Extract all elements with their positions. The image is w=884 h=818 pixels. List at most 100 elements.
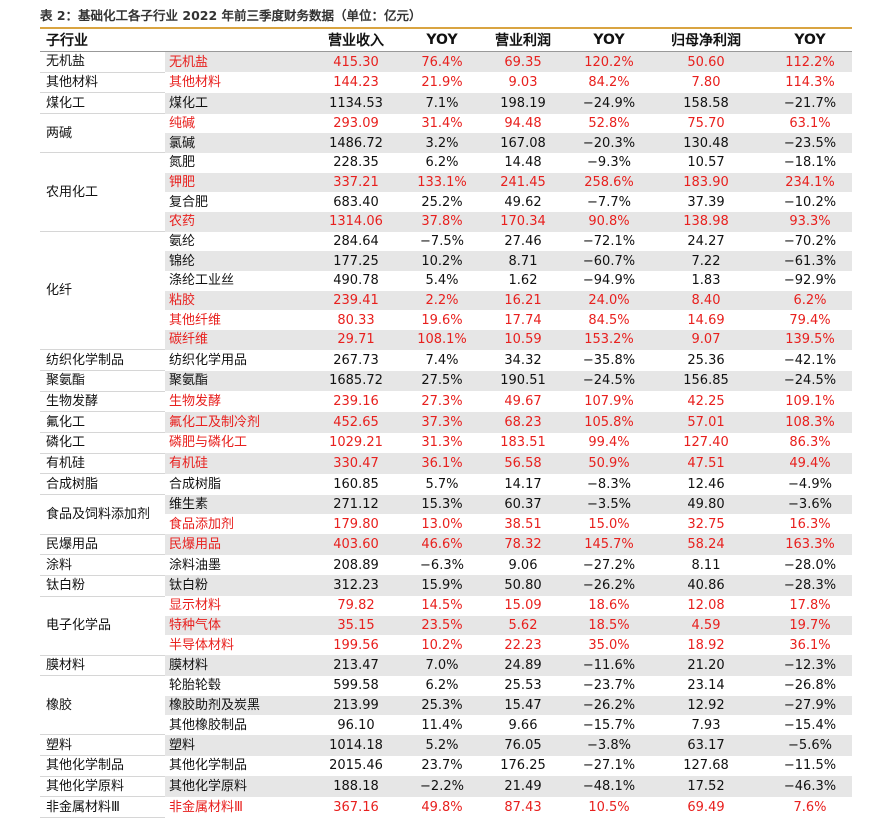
value-cell: 17.52 [644, 776, 768, 797]
value-cell: 133.1% [412, 172, 472, 193]
value-cell: 84.5% [588, 312, 630, 328]
value-cell: 258.6% [574, 172, 644, 193]
value-cell: −27.9% [768, 695, 852, 716]
value-cell: 6.2% [768, 290, 852, 311]
value-cell: 68.23 [472, 411, 574, 433]
table-row: 其他化学制品 其他化学制品 2015.46 23.7% 176.25 −27.1% 127.… [40, 755, 852, 777]
header-cell: 营业利润 [472, 27, 574, 52]
value-cell: 90.8% [574, 212, 644, 232]
value-cell: 76.05 [472, 734, 574, 756]
value-cell: 27.5% [412, 370, 472, 392]
group-cell: 煤化工 [40, 92, 165, 115]
value-cell: 7.0% [412, 655, 472, 676]
sub-industry-cell: 无机盐 [165, 51, 300, 73]
value-cell: 114.3% [785, 75, 835, 91]
value-cell: 239.16 [333, 394, 379, 410]
sub-industry-cell: 半导体材料 [169, 637, 235, 653]
table-row: 氟化工 氟化工及制冷剂 452.65 37.3% 68.23 105.8% 57.01 108… [40, 411, 852, 434]
value-cell: 7.1% [412, 92, 472, 114]
value-cell: −4.9% [788, 476, 832, 492]
sub-industry-cell: 聚氨酯 [165, 370, 300, 392]
table-row: 电子化学品 显示材料 79.82 14.5% 15.09 18.6% 12.08 17.8% [40, 596, 852, 656]
value-cell: 79.4% [789, 312, 831, 328]
value-cell: 50.60 [644, 51, 768, 73]
value-cell: −60.7% [574, 251, 644, 272]
value-cell: 153.2% [574, 330, 644, 350]
value-cell: 25.3% [412, 695, 472, 716]
value-cell: 25.36 [687, 352, 725, 368]
value-cell: 35.15 [300, 615, 412, 636]
group-cell: 化纤 [40, 231, 165, 351]
value-cell: 158.58 [644, 92, 768, 114]
value-cell: 57.01 [644, 411, 768, 433]
value-cell: 239.41 [300, 290, 412, 311]
value-cell: 120.2% [574, 51, 644, 73]
group-cell: 其他化学制品 [40, 755, 165, 777]
value-cell: 2.2% [412, 290, 472, 311]
table-row: 纺织化学制品 纺织化学用品 267.73 7.4% 34.32 −35.8% 25.36 −4… [40, 349, 852, 371]
value-cell: 312.23 [300, 575, 412, 597]
value-cell: 63.17 [644, 734, 768, 756]
value-cell: −20.3% [574, 133, 644, 153]
value-cell: 19.6% [421, 312, 463, 328]
value-cell: 1.83 [691, 273, 721, 289]
value-cell: 9.03 [508, 75, 538, 91]
value-cell: 213.99 [300, 695, 412, 716]
value-cell: 75.70 [687, 115, 725, 131]
value-cell: 7.22 [644, 251, 768, 272]
sub-industry-cell: 氮肥 [169, 155, 196, 171]
table-row: 农药 1314.06 37.8% 170.34 90.8% 138.98 93.3% [40, 212, 852, 232]
table-body: 无机盐 无机盐 415.30 76.4% 69.35 120.2% 50.60 112.2% 其… [40, 51, 852, 818]
table-title: 表 2：基础化工各子行业 2022 年前三季度财务数据（单位：亿元） [40, 8, 422, 23]
value-cell: 3.2% [412, 133, 472, 153]
value-cell: 47.51 [644, 453, 768, 474]
value-cell: −27.1% [582, 758, 636, 774]
value-cell: 139.5% [768, 330, 852, 350]
value-cell: −15.4% [783, 717, 837, 733]
value-cell: 96.10 [337, 717, 375, 733]
value-cell: 50.80 [472, 575, 574, 597]
value-cell: −70.2% [783, 234, 837, 250]
sub-industry-cell: 氨纶 [169, 234, 196, 250]
value-cell: 10.59 [472, 330, 574, 350]
value-cell: 367.16 [333, 799, 379, 815]
value-cell: 10.2% [412, 251, 472, 272]
value-cell: −6.3% [420, 557, 464, 573]
value-cell: 21.9% [421, 75, 463, 91]
value-cell: −11.6% [574, 655, 644, 676]
table-row: 煤化工 煤化工 1134.53 7.1% 198.19 −24.9% 158.58 −21.7… [40, 92, 852, 115]
header-cell: 归母净利润 [644, 27, 768, 52]
value-cell: 167.08 [472, 133, 574, 153]
value-cell: −46.3% [768, 776, 852, 797]
value-cell: 127.40 [683, 435, 729, 451]
group-cell: 非金属材料Ⅲ [40, 796, 165, 818]
sub-industry-cell: 涤纶工业丝 [169, 273, 235, 289]
value-cell: 49.67 [504, 394, 542, 410]
value-cell: 127.68 [683, 758, 729, 774]
table-row: 非金属材料Ⅲ 非金属材料Ⅲ 367.16 49.8% 87.43 10.5% 69.49 7.… [40, 796, 852, 818]
group-cell: 农用化工 [40, 152, 165, 233]
value-cell: −24.5% [768, 370, 852, 392]
value-cell: 1685.72 [300, 370, 412, 392]
value-cell: 12.46 [687, 476, 725, 492]
value-cell: 24.0% [574, 290, 644, 311]
value-cell: −72.1% [582, 234, 636, 250]
value-cell: 452.65 [300, 411, 412, 433]
sub-industry-cell: 磷肥与磷化工 [169, 435, 248, 451]
group-cell: 涂料 [40, 554, 165, 576]
sub-industry-cell: 涂料油墨 [169, 557, 222, 573]
value-cell: 176.25 [500, 758, 546, 774]
group-cell: 其他化学原料 [40, 776, 165, 798]
value-cell: 179.80 [333, 516, 379, 532]
value-cell: 25.53 [504, 678, 542, 694]
value-cell: 37.39 [687, 194, 725, 210]
value-cell: 15.3% [412, 494, 472, 515]
value-cell: 9.06 [508, 557, 538, 573]
sub-industry-cell: 生物发酵 [169, 394, 222, 410]
header-cell: YOY [574, 27, 644, 52]
table-row: 其他纤维 80.33 19.6% 17.74 84.5% 14.69 79.4% [40, 310, 852, 330]
value-cell: 337.21 [300, 172, 412, 193]
value-cell: 293.09 [333, 115, 379, 131]
value-cell: 490.78 [333, 273, 379, 289]
value-cell: 76.4% [412, 51, 472, 73]
